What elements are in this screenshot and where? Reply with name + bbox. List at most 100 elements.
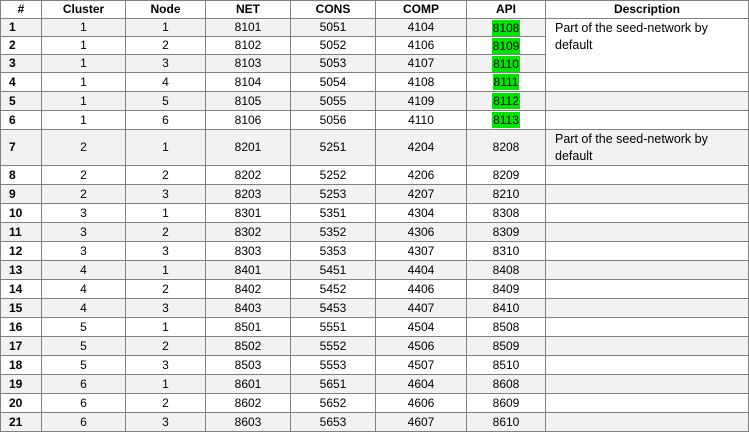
comp-port-cell: 4106 <box>375 36 467 55</box>
header-description: Description <box>545 0 749 19</box>
description-cell: Part of the seed-network by default <box>545 18 749 73</box>
api-port-cell: 8309 <box>466 222 546 242</box>
description-cell <box>545 279 749 299</box>
table-row: 14 4 2 8402 5452 4406 8409 <box>0 279 749 299</box>
description-cell <box>545 241 749 261</box>
net-port-cell: 8101 <box>205 18 291 37</box>
cluster-cell: 3 <box>41 222 126 242</box>
cons-port-cell: 5552 <box>290 336 376 356</box>
description-cell <box>545 374 749 394</box>
row-index-cell: 14 <box>0 279 42 299</box>
node-cell: 6 <box>125 110 206 130</box>
table-row: 20 6 2 8602 5652 4606 8609 <box>0 393 749 413</box>
cluster-cell: 6 <box>41 393 126 413</box>
description-cell <box>545 222 749 242</box>
description-cell <box>545 355 749 375</box>
node-cell: 2 <box>125 393 206 413</box>
cons-port-cell: 5553 <box>290 355 376 375</box>
header-row: # Cluster Node NET CONS COMP API Descrip… <box>0 0 749 19</box>
description-cell <box>545 165 749 185</box>
table-row: 16 5 1 8501 5551 4504 8508 <box>0 317 749 337</box>
api-port-cell: 8112 <box>466 91 546 111</box>
row-index-cell: 15 <box>0 298 42 318</box>
net-port-cell: 8603 <box>205 412 291 432</box>
header-node: Node <box>125 0 206 19</box>
cons-port-cell: 5352 <box>290 222 376 242</box>
table-row: 15 4 3 8403 5453 4407 8410 <box>0 298 749 318</box>
comp-port-cell: 4604 <box>375 374 467 394</box>
row-index-cell: 12 <box>0 241 42 261</box>
api-port-cell: 8110 <box>466 54 546 73</box>
row-index-cell: 20 <box>0 393 42 413</box>
description-cell <box>545 317 749 337</box>
node-cell: 2 <box>125 165 206 185</box>
cons-port-cell: 5653 <box>290 412 376 432</box>
comp-port-cell: 4607 <box>375 412 467 432</box>
table-row: 21 6 3 8603 5653 4607 8610 <box>0 412 749 432</box>
cluster-cell: 2 <box>41 129 126 166</box>
net-port-cell: 8303 <box>205 241 291 261</box>
api-port-cell: 8209 <box>466 165 546 185</box>
description-cell <box>545 393 749 413</box>
net-port-cell: 8203 <box>205 184 291 204</box>
api-port-cell: 8308 <box>466 203 546 223</box>
net-port-cell: 8202 <box>205 165 291 185</box>
net-port-cell: 8102 <box>205 36 291 55</box>
cons-port-cell: 5056 <box>290 110 376 130</box>
api-port-cell: 8410 <box>466 298 546 318</box>
net-port-cell: 8104 <box>205 72 291 92</box>
row-index-cell: 18 <box>0 355 42 375</box>
comp-port-cell: 4304 <box>375 203 467 223</box>
row-index-cell: 19 <box>0 374 42 394</box>
cons-port-cell: 5253 <box>290 184 376 204</box>
table-row: 6 1 6 8106 5056 4110 8113 <box>0 110 749 130</box>
row-index-cell: 8 <box>0 165 42 185</box>
description-cell <box>545 336 749 356</box>
api-port-cell: 8609 <box>466 393 546 413</box>
node-cell: 3 <box>125 241 206 261</box>
description-cell <box>545 110 749 130</box>
node-cell: 1 <box>125 260 206 280</box>
cons-port-cell: 5052 <box>290 36 376 55</box>
description-cell <box>545 184 749 204</box>
net-port-cell: 8201 <box>205 129 291 166</box>
cluster-cell: 4 <box>41 279 126 299</box>
node-cell: 5 <box>125 91 206 111</box>
cluster-cell: 5 <box>41 317 126 337</box>
description-cell <box>545 91 749 111</box>
cluster-cell: 3 <box>41 241 126 261</box>
row-index-cell: 4 <box>0 72 42 92</box>
cluster-cell: 4 <box>41 260 126 280</box>
cluster-cell: 5 <box>41 355 126 375</box>
table-row: 11 3 2 8302 5352 4306 8309 <box>0 222 749 242</box>
comp-port-cell: 4109 <box>375 91 467 111</box>
table-row: 5 1 5 8105 5055 4109 8112 <box>0 91 749 111</box>
comp-port-cell: 4506 <box>375 336 467 356</box>
node-cell: 1 <box>125 374 206 394</box>
comp-port-cell: 4307 <box>375 241 467 261</box>
api-port-cell: 8508 <box>466 317 546 337</box>
cons-port-cell: 5252 <box>290 165 376 185</box>
description-cell <box>545 298 749 318</box>
comp-port-cell: 4108 <box>375 72 467 92</box>
header-cons: CONS <box>290 0 376 19</box>
cluster-cell: 5 <box>41 336 126 356</box>
header-api: API <box>466 0 546 19</box>
cluster-cell: 2 <box>41 184 126 204</box>
table-row: 18 5 3 8503 5553 4507 8510 <box>0 355 749 375</box>
api-port-highlight: 8113 <box>492 112 520 128</box>
api-port-cell: 8408 <box>466 260 546 280</box>
table-row: 7 2 1 8201 5251 4204 8208 Part of the seed-netw… <box>0 129 749 166</box>
api-port-cell: 8610 <box>466 412 546 432</box>
net-port-cell: 8106 <box>205 110 291 130</box>
cons-port-cell: 5055 <box>290 91 376 111</box>
api-port-cell: 8113 <box>466 110 546 130</box>
api-port-cell: 8310 <box>466 241 546 261</box>
row-index-cell: 9 <box>0 184 42 204</box>
cluster-cell: 1 <box>41 54 126 73</box>
node-cell: 3 <box>125 298 206 318</box>
api-port-cell: 8608 <box>466 374 546 394</box>
node-cell: 3 <box>125 355 206 375</box>
node-cell: 3 <box>125 412 206 432</box>
